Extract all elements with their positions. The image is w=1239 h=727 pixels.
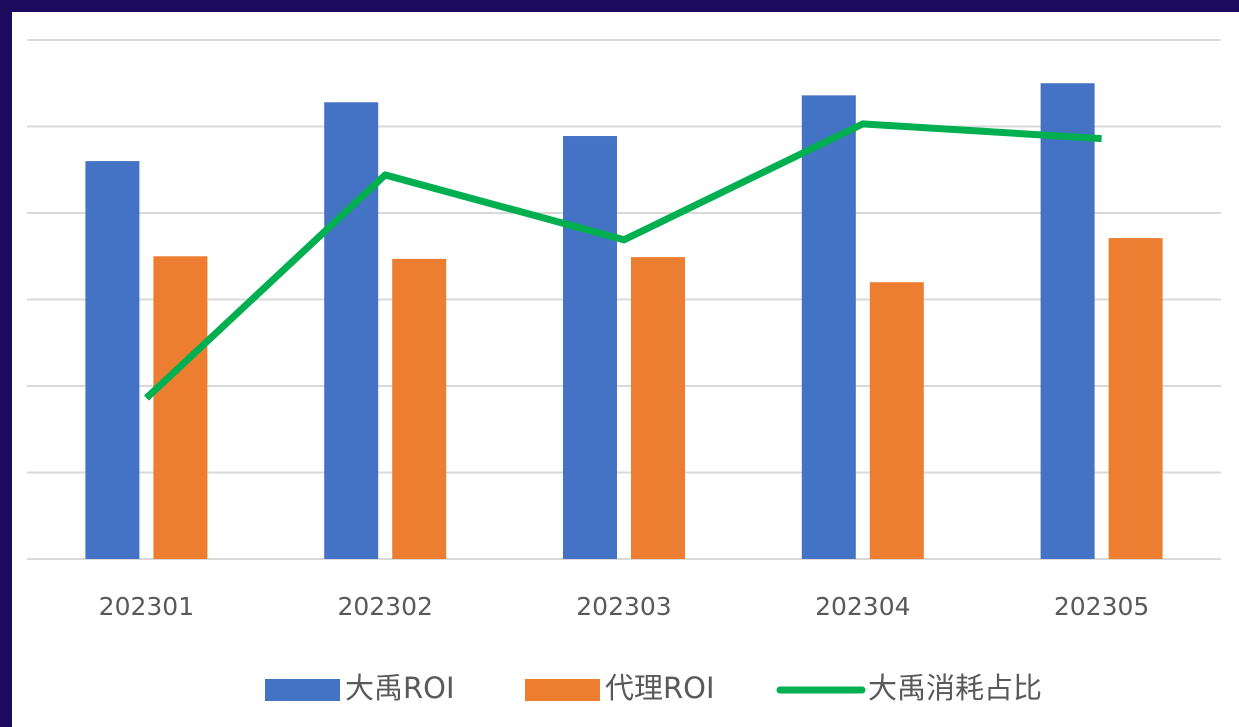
x-tick-label: 202304 <box>815 592 910 621</box>
bar <box>1108 238 1163 559</box>
legend-label: 大禹消耗占比 <box>868 671 1042 705</box>
legend-swatch <box>265 679 340 701</box>
legend-label: 代理ROI <box>605 671 715 705</box>
bar <box>563 136 617 559</box>
legend-swatch <box>525 679 600 701</box>
bar <box>85 161 140 559</box>
x-tick-label: 202302 <box>337 592 432 621</box>
bar <box>324 102 379 559</box>
x-tick-label: 202303 <box>576 592 671 621</box>
bar <box>801 95 856 560</box>
x-tick-label: 202305 <box>1054 592 1149 621</box>
bar <box>153 256 208 559</box>
bar <box>392 258 447 559</box>
bar <box>869 282 924 559</box>
x-tick-label: 202301 <box>99 592 194 621</box>
legend-label: 大禹ROI <box>345 671 455 705</box>
line-series <box>144 120 1102 401</box>
bar <box>631 257 685 559</box>
bar <box>1040 83 1095 559</box>
